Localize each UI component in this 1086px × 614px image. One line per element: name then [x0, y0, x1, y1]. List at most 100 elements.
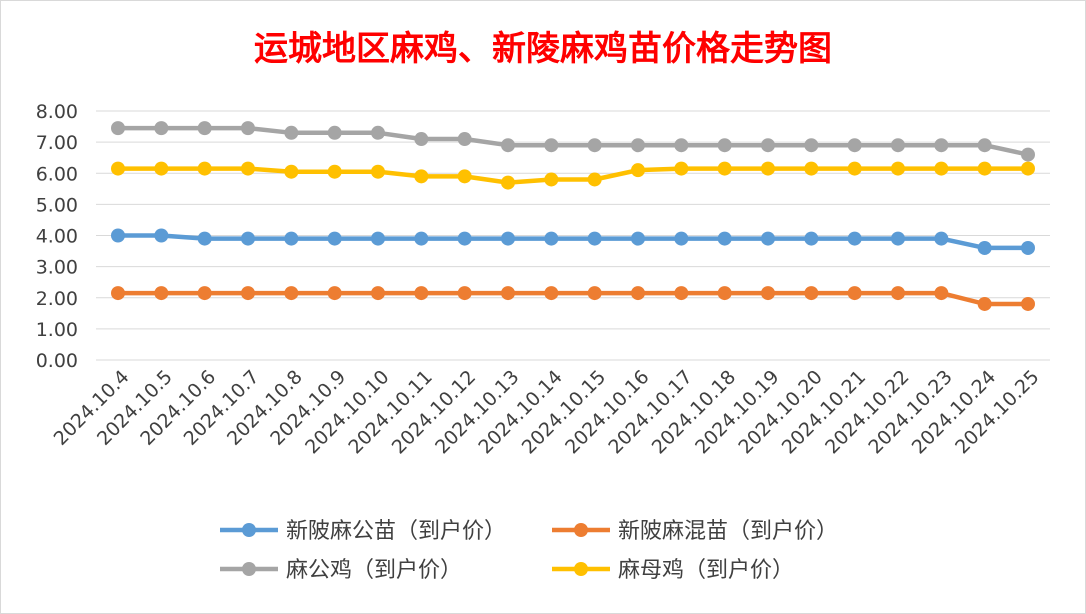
data-point	[544, 172, 559, 187]
data-point	[761, 138, 775, 153]
data-point	[154, 286, 169, 301]
data-point	[1021, 296, 1035, 311]
data-point	[804, 286, 819, 301]
y-tick-label: 8.00	[36, 101, 78, 123]
y-tick-label: 2.00	[36, 288, 78, 310]
data-point	[241, 286, 255, 301]
data-point	[501, 286, 515, 301]
data-point	[804, 161, 819, 176]
data-point	[111, 286, 125, 301]
data-point	[804, 231, 819, 246]
data-point	[674, 231, 689, 246]
data-point	[284, 125, 299, 140]
data-point	[631, 286, 645, 301]
data-point	[587, 286, 602, 301]
data-point	[457, 132, 472, 147]
data-point	[241, 121, 255, 136]
data-point	[717, 138, 732, 153]
data-point	[284, 286, 299, 301]
series-line	[115, 125, 1031, 157]
data-point	[891, 286, 905, 301]
y-axis: 0.00 1.00 2.00 3.00 4.00 5.00 6.00 7.00 8.00	[36, 101, 78, 372]
data-point	[717, 231, 732, 246]
data-point	[977, 138, 992, 153]
data-point	[977, 240, 992, 255]
data-point	[327, 125, 342, 140]
data-point	[371, 125, 385, 140]
data-point	[197, 121, 212, 136]
data-point	[631, 163, 645, 178]
x-axis: 2024.10.42024.10.52024.10.62024.10.72024…	[50, 366, 1044, 458]
data-point	[154, 161, 169, 176]
data-point	[457, 286, 472, 301]
data-point	[761, 286, 775, 301]
data-point	[674, 286, 689, 301]
legend-item: 新陂麻混苗（到户价）	[552, 519, 838, 544]
data-point	[717, 286, 732, 301]
data-point	[674, 138, 689, 153]
legend-label: 新陂麻公苗（到户价）	[286, 519, 506, 544]
data-point	[761, 231, 775, 246]
legend-swatch-marker	[242, 562, 256, 576]
data-point	[544, 286, 559, 301]
legend-label: 麻母鸡（到户价）	[618, 558, 794, 583]
data-point	[977, 296, 992, 311]
data-point	[587, 172, 602, 187]
data-point	[154, 121, 169, 136]
data-point	[241, 231, 255, 246]
data-point	[284, 164, 299, 179]
data-point	[371, 231, 385, 246]
data-point	[934, 138, 949, 153]
series-2	[111, 286, 1035, 311]
data-point	[717, 161, 732, 176]
data-point	[804, 138, 819, 153]
data-point	[154, 228, 169, 243]
data-point	[934, 161, 949, 176]
y-tick-label: 1.00	[36, 319, 78, 341]
y-tick-label: 3.00	[36, 257, 78, 279]
data-point	[501, 231, 515, 246]
data-point	[631, 138, 645, 153]
legend-swatch-marker	[574, 562, 588, 576]
data-point	[544, 231, 559, 246]
data-point	[891, 231, 905, 246]
legend-label: 新陂麻混苗（到户价）	[618, 519, 838, 544]
y-tick-label: 5.00	[36, 194, 78, 216]
data-point	[501, 175, 515, 190]
series-line	[115, 233, 1031, 251]
data-point	[327, 231, 342, 246]
legend-item: 麻母鸡（到户价）	[552, 558, 794, 583]
data-point	[501, 138, 515, 153]
data-point	[327, 286, 342, 301]
data-point	[111, 121, 125, 136]
data-point	[977, 161, 992, 176]
data-point	[934, 286, 949, 301]
data-point	[197, 231, 212, 246]
y-tick-label: 0.00	[36, 350, 78, 372]
gridlines	[96, 110, 1050, 361]
series-line	[115, 290, 1031, 307]
data-point	[414, 231, 429, 246]
data-point	[631, 231, 645, 246]
data-point	[1021, 161, 1035, 176]
data-point	[197, 161, 212, 176]
legend-swatch-marker	[574, 523, 588, 537]
data-point	[891, 161, 905, 176]
data-point	[111, 161, 125, 176]
data-point	[284, 231, 299, 246]
data-point	[847, 161, 862, 176]
data-point	[327, 164, 342, 179]
legend: 新陂麻公苗（到户价） 新陂麻混苗（到户价） 麻公鸡（到户价） 麻母鸡（到户价）	[220, 519, 838, 583]
data-point	[371, 164, 385, 179]
data-point	[847, 138, 862, 153]
data-point	[587, 231, 602, 246]
data-point	[241, 161, 255, 176]
data-point	[414, 169, 429, 184]
data-point	[544, 138, 559, 153]
y-tick-label: 7.00	[36, 132, 78, 154]
data-point	[674, 161, 689, 176]
chart-title: 运城地区麻鸡、新陵麻鸡苗价格走势图	[254, 29, 832, 69]
data-point	[457, 169, 472, 184]
